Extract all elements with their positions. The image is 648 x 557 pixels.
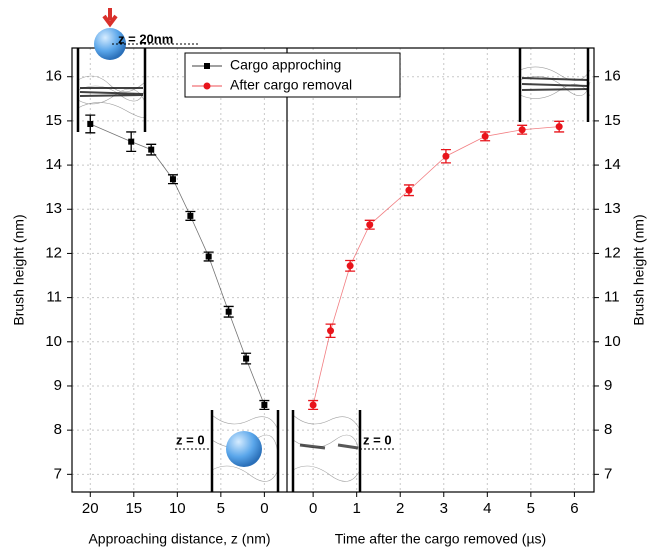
y-tick-label: 14	[604, 156, 621, 173]
point	[327, 327, 335, 335]
y-axis-label: Brush height (nm)	[11, 214, 27, 325]
x-tick-label: 6	[570, 500, 578, 517]
brush-top-left	[76, 8, 200, 132]
y-tick-label: 14	[45, 156, 62, 173]
x-tick-label: 4	[483, 500, 491, 517]
y-tick-label: 11	[46, 289, 62, 306]
legend-marker	[204, 63, 210, 69]
point	[187, 212, 194, 219]
point	[346, 262, 354, 270]
point	[309, 401, 317, 409]
x-tick-label: 1	[353, 500, 361, 517]
point	[442, 152, 450, 160]
y-tick-label: 9	[604, 377, 612, 394]
y-tick-label: 7	[54, 465, 62, 482]
y-tick-label: 12	[604, 244, 621, 261]
y-tick-label: 8	[604, 421, 612, 438]
point	[261, 401, 268, 408]
point	[225, 308, 232, 315]
point	[555, 123, 563, 131]
legend-label: After cargo removal	[230, 77, 352, 93]
y-tick-label: 13	[604, 200, 621, 217]
y-tick-label: 8	[54, 421, 62, 438]
x-axis-label: Approaching distance, z (nm)	[88, 531, 270, 547]
annotation: z = 0	[176, 432, 205, 447]
y-tick-label: 11	[604, 289, 620, 306]
y-tick-label: 10	[45, 333, 62, 350]
point	[366, 221, 374, 229]
y-tick-label: 16	[45, 68, 62, 85]
x-tick-label: 15	[125, 500, 142, 517]
x-tick-label: 0	[309, 500, 317, 517]
x-tick-label: 5	[217, 500, 225, 517]
x-tick-label: 10	[169, 500, 186, 517]
annotation: z = 20nm	[118, 31, 173, 46]
point	[148, 146, 155, 153]
point	[205, 253, 212, 260]
legend-entries: Cargo approching After cargo removal	[192, 57, 352, 93]
legend-marker	[203, 82, 211, 90]
x-tick-label: 20	[82, 500, 99, 517]
x-axis-label: Time after the cargo removed (µs)	[335, 531, 546, 547]
y-tick-label: 9	[54, 377, 62, 394]
annotation: z = 0	[363, 432, 392, 447]
brush-bottom-left	[175, 410, 280, 492]
x-tick-label: 3	[440, 500, 448, 517]
y-tick-label: 13	[45, 200, 62, 217]
y-tick-label: 16	[604, 68, 621, 85]
y-tick-label: 12	[45, 244, 62, 261]
point	[405, 186, 413, 194]
y-tick-label: 10	[604, 333, 621, 350]
frame	[71, 47, 595, 493]
point	[243, 355, 250, 362]
x-tick-label: 0	[260, 500, 268, 517]
legend	[184, 52, 401, 98]
point	[518, 126, 526, 134]
y-tick-label: 15	[604, 112, 621, 129]
x-tick-label: 2	[396, 500, 404, 517]
y-tick-label: 7	[604, 465, 612, 482]
y-axis-label: Brush height (nm)	[631, 214, 647, 325]
point	[87, 120, 94, 127]
point	[169, 176, 176, 183]
y-tick-label: 15	[45, 112, 62, 129]
point	[481, 132, 489, 140]
brush-top-right	[518, 48, 591, 122]
x-tick-label: 5	[527, 500, 535, 517]
point	[128, 138, 135, 145]
legend-label: Cargo approching	[230, 57, 341, 73]
brush-bottom-right	[291, 410, 395, 492]
